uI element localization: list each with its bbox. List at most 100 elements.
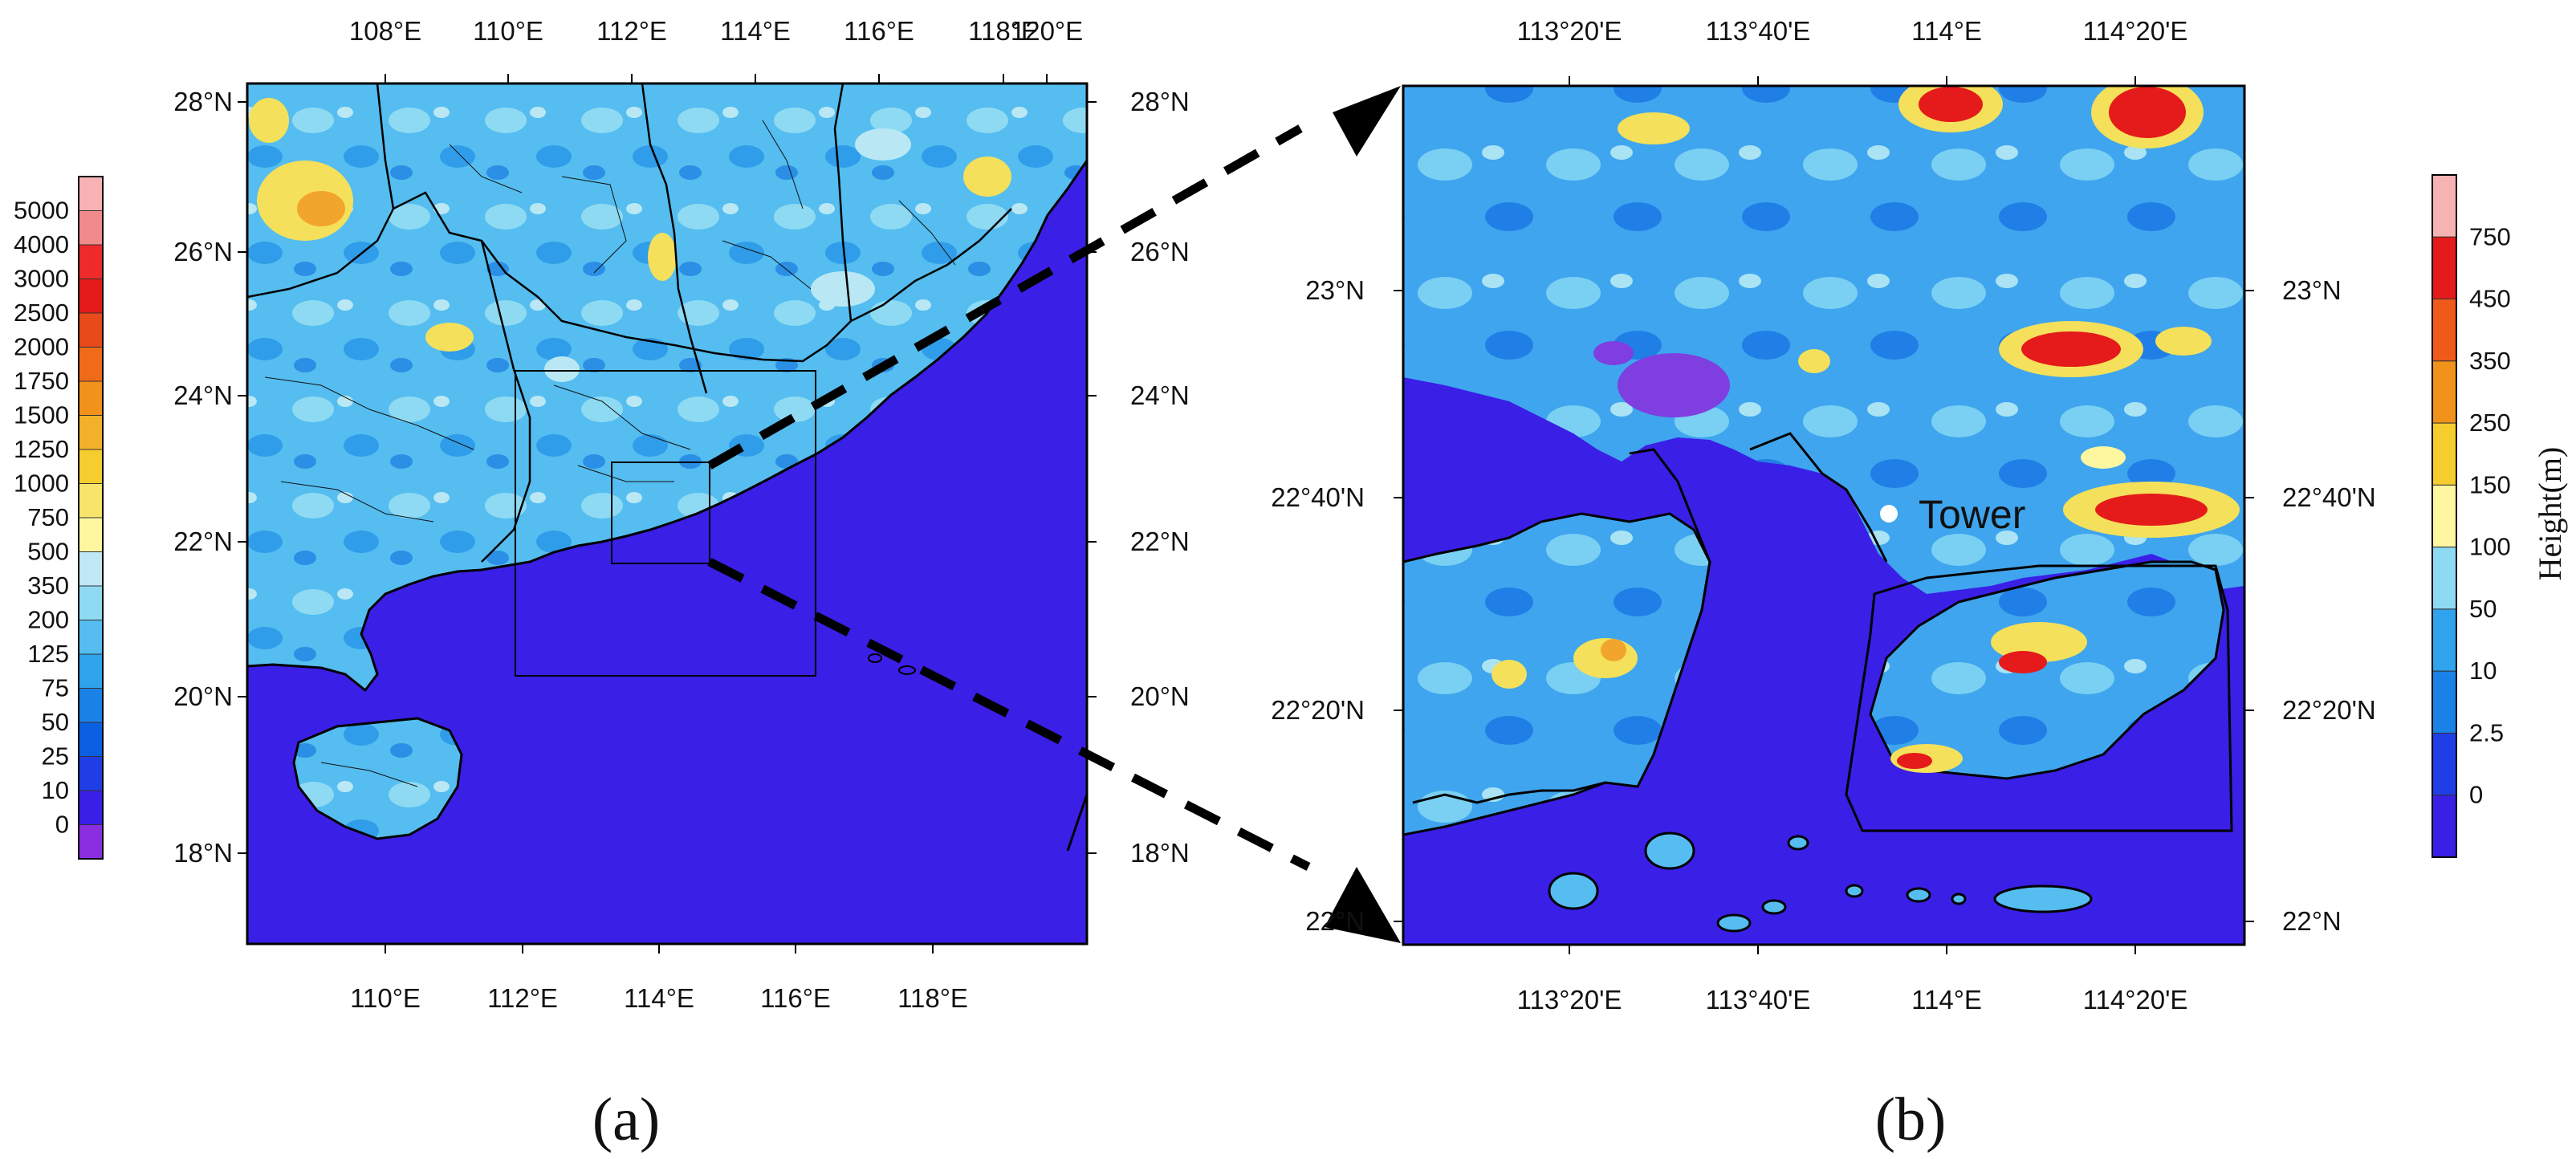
colorbar-label: 0	[2469, 781, 2483, 809]
colorbar-b: 750 450 350 250 150 100 50 10 2.5 0	[2432, 174, 2511, 858]
colorbar-swatch	[2432, 547, 2457, 610]
hainan-island	[292, 717, 463, 840]
colorbar-label: 150	[2469, 470, 2511, 498]
colorbar-swatch	[78, 517, 104, 552]
domain-box-d02	[515, 370, 816, 677]
tick-label-bottom-b: 113°40'E	[1706, 985, 1811, 1015]
colorbar-swatch	[2432, 670, 2457, 734]
colorbar-label: 2.5	[2469, 718, 2504, 746]
terrain-highlights-a	[249, 98, 1011, 382]
tick-label-bottom-b: 113°20'E	[1517, 985, 1622, 1015]
colorbar-label: 450	[2469, 285, 2511, 313]
tick-label-bottom-a: 118°E	[897, 983, 968, 1013]
colorbar-label: 100	[2469, 533, 2511, 561]
colorbar-label: 50	[2469, 595, 2497, 623]
arrow-head-bottom	[1325, 867, 1401, 943]
tick-label-top-b: 113°20'E	[1517, 16, 1622, 46]
tick-label-left-b: 22°N	[1305, 906, 1365, 936]
tick-label-bottom-b: 114°E	[1911, 985, 1982, 1015]
colorbar-label: 4000	[14, 230, 69, 258]
colorbar-swatch	[78, 653, 104, 689]
terrain-highlights-b	[1491, 86, 2240, 773]
colorbar-label: 250	[2469, 409, 2511, 437]
tick-label-bottom-b: 114°20'E	[2083, 985, 2188, 1015]
colorbar-label: 2000	[14, 333, 69, 361]
tick-label-right-a: 26°N	[1130, 237, 1190, 266]
colorbar-label: 350	[27, 571, 69, 600]
tick-label-top-a: 108°E	[349, 16, 421, 46]
panel-label-a: (a)	[592, 1086, 660, 1153]
county-boundaries-a	[264, 120, 956, 787]
colorbar-swatch	[78, 210, 104, 246]
colorbar-label: 50	[42, 708, 69, 736]
arrow-head-top	[1333, 86, 1401, 157]
tick-label-left-a: 20°N	[173, 681, 233, 711]
tick-label-right-a: 20°N	[1130, 681, 1190, 711]
colorbar-swatch	[2432, 795, 2457, 858]
zoom-connector-arrows	[707, 86, 1401, 943]
colorbar-swatch	[78, 380, 104, 416]
colorbar-a: 5000400030002500200017501500125010007505…	[14, 176, 104, 860]
colorbar-label: 3000	[14, 265, 69, 293]
tick-label-bottom-a: 114°E	[624, 983, 694, 1013]
colorbar-swatch	[2432, 608, 2457, 672]
tick-label-left-b: 23°N	[1305, 275, 1365, 305]
colorbar-label: 1000	[14, 470, 69, 498]
colorbar-swatch	[78, 415, 104, 450]
colorbar-swatch	[78, 585, 104, 620]
map-frame-a	[246, 82, 1089, 946]
tick-label-left-a: 26°N	[173, 237, 233, 266]
tick-label-left-a: 22°N	[173, 527, 233, 556]
colorbar-swatch	[78, 824, 104, 860]
tick-label-top-a: 112°E	[596, 16, 667, 46]
tick-label-bottom-a: 112°E	[487, 983, 558, 1013]
tick-label-bottom-a: 110°E	[350, 983, 421, 1013]
tick-label-right-a: 28°N	[1130, 87, 1190, 116]
colorbar-swatch	[2432, 732, 2457, 796]
colorbar-swatch	[78, 347, 104, 382]
tick-label-top-a: 116°E	[844, 16, 914, 46]
colorbar-swatch	[78, 790, 104, 825]
colorbar-swatch	[78, 722, 104, 757]
tick-label-left-a: 18°N	[173, 838, 233, 868]
tick-label-right-a: 22°N	[1130, 527, 1190, 556]
colorbar-label: 2500	[14, 299, 69, 327]
colorbar-label: 10	[42, 776, 69, 804]
tick-label-right-b: 22°40'N	[2282, 482, 2376, 512]
tick-label-left-b: 22°20'N	[1271, 695, 1365, 725]
axis-ticks-a: 108°E 110°E 112°E 114°E 116°E 118°E120°E110°E…	[173, 16, 1189, 1013]
colorbar-swatch	[2432, 174, 2457, 238]
tick-label-right-a: 24°N	[1130, 380, 1190, 410]
tick-label-top-b: 113°40'E	[1706, 16, 1811, 46]
tower-label: Tower	[1919, 492, 2025, 537]
tick-label-top-a: 118°E	[968, 16, 1039, 46]
colorbar-label: 200	[27, 606, 69, 634]
tick-label-right-b: 22°20'N	[2282, 695, 2376, 725]
axis-ticks-b: 113°20'E 113°20'E 113°40'E 113°40'E 114°E 114…	[1271, 16, 2376, 1015]
panel-label-b: (b)	[1875, 1086, 1947, 1153]
colorbar-label: 25	[42, 742, 69, 771]
tick-label-top-b: 114°E	[1911, 16, 1982, 46]
colorbar-b-title: Height(m)	[2532, 447, 2568, 581]
colorbar-label: 5000	[14, 197, 69, 225]
colorbar-swatch	[2432, 299, 2457, 362]
tick-label-top-a: 114°E	[720, 16, 791, 46]
coastline-b	[1412, 432, 1888, 804]
colorbar-label: 350	[2469, 347, 2511, 375]
tick-label-top-b: 114°20'E	[2083, 16, 2188, 46]
colorbar-swatch	[78, 756, 104, 791]
map-panel-b: Tower 113°20'E113°20'E113°40'E113°40'E11…	[1271, 16, 2376, 1015]
colorbar-swatch	[2432, 360, 2457, 424]
colorbar-swatch	[2432, 236, 2457, 300]
tick-label-right-a: 18°N	[1130, 838, 1190, 868]
colorbar-label: 500	[27, 538, 69, 566]
tick-label-right-b: 22°N	[2282, 906, 2342, 936]
colorbar-swatch	[78, 620, 104, 655]
colorbar-swatch	[78, 244, 104, 279]
colorbar-swatch	[78, 279, 104, 314]
colorbar-swatch	[78, 176, 104, 211]
tick-label-top-a: 110°E	[473, 16, 543, 46]
islands-b	[1548, 832, 2093, 933]
tower-marker	[1880, 505, 1898, 523]
